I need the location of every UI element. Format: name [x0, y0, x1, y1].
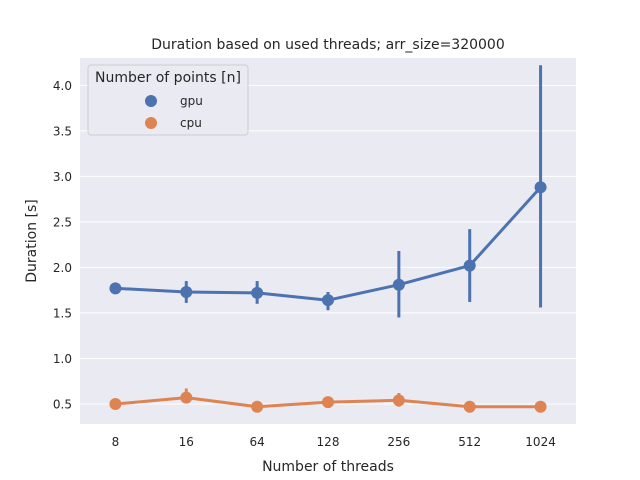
y-tick-label: 1.5: [53, 306, 72, 320]
x-axis-label: Number of threads: [262, 459, 394, 475]
data-point-gpu: [463, 259, 476, 272]
data-point-gpu: [322, 294, 334, 307]
data-point-gpu: [109, 282, 122, 295]
data-point-cpu: [534, 400, 547, 413]
y-tick-labels: 0.5 1.0 1.5 2.0 2.5 3.0 3.5 4.0: [53, 79, 72, 412]
data-point-gpu: [251, 286, 264, 299]
x-tick-label: 1024: [525, 435, 556, 449]
data-point-cpu: [109, 397, 122, 410]
data-point-gpu: [534, 181, 547, 194]
y-axis-label: Duration [s]: [24, 199, 40, 282]
series-group: [109, 65, 547, 413]
x-tick-label: 8: [112, 435, 120, 449]
legend: Number of points [n] gpu cpu: [87, 64, 249, 136]
x-tick-label: 256: [387, 435, 410, 449]
data-point-cpu: [322, 396, 334, 409]
x-tick-label: 512: [458, 435, 481, 449]
y-tick-label: 3.0: [53, 170, 72, 184]
data-point-gpu: [180, 285, 193, 298]
series-cpu: [109, 388, 547, 413]
legend-label-cpu: cpu: [180, 116, 202, 130]
data-point-cpu: [463, 400, 476, 413]
legend-label-gpu: gpu: [180, 94, 203, 108]
y-tick-label: 1.0: [53, 352, 72, 366]
x-tick-label: 16: [179, 435, 194, 449]
data-point-cpu: [392, 394, 405, 407]
legend-title: Number of points [n]: [95, 70, 241, 86]
data-point-gpu: [392, 278, 405, 291]
legend-marker-cpu: [145, 117, 157, 129]
y-tick-label: 4.0: [53, 79, 72, 93]
legend-marker-gpu: [145, 95, 157, 107]
x-tick-label: 64: [250, 435, 265, 449]
series-gpu: [109, 65, 547, 318]
data-point-cpu: [251, 400, 264, 413]
chart-title: Duration based on used threads; arr_size…: [151, 37, 505, 53]
y-tick-label: 2.5: [53, 215, 72, 229]
x-tick-label: 128: [317, 435, 340, 449]
y-tick-label: 3.5: [53, 124, 72, 138]
legend-box: [87, 64, 249, 136]
data-point-cpu: [180, 391, 193, 404]
y-tick-label: 2.0: [53, 261, 72, 275]
x-tick-labels: 8 16 64 128 256 512 1024: [112, 435, 556, 449]
y-tick-label: 0.5: [53, 397, 72, 411]
